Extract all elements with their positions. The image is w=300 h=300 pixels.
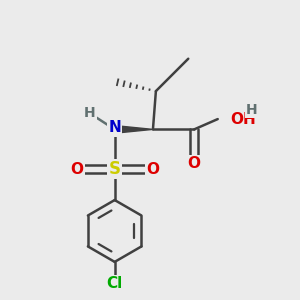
Text: H: H — [84, 106, 95, 120]
Text: Cl: Cl — [106, 276, 123, 291]
Text: O: O — [188, 156, 201, 171]
Text: N: N — [108, 120, 121, 135]
Text: O: O — [146, 162, 159, 177]
Polygon shape — [115, 126, 153, 133]
Text: H: H — [246, 103, 257, 117]
Text: S: S — [109, 160, 121, 178]
Text: O: O — [70, 162, 83, 177]
Text: OH: OH — [230, 112, 256, 127]
